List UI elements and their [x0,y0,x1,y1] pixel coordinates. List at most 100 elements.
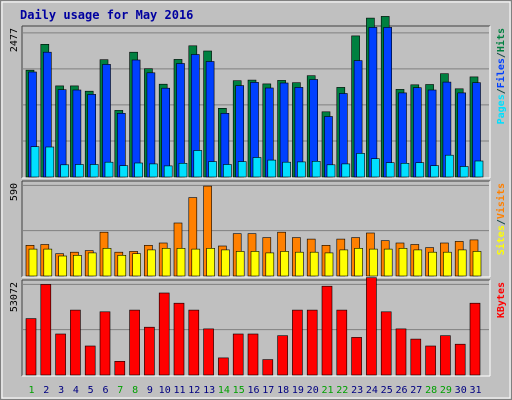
bar-kbytes-day-17 [262,359,274,376]
bar-sites-day-6 [102,248,112,277]
bar-kbytes-day-11 [173,302,185,376]
bar-kbytes-day-10 [158,292,170,376]
bar-kbytes-day-22 [336,309,348,376]
bar-sites-day-1 [28,248,38,277]
legend-entry: Hits [495,28,507,52]
series-sites [28,248,482,277]
bar-kbytes-day-27 [410,338,422,376]
x-tick-label-day-5: 5 [88,385,94,396]
bar-pages-day-8 [134,162,143,178]
bar-pages-day-12 [193,150,203,178]
x-tick-label-day-3: 3 [58,385,64,396]
bar-pages-day-7 [119,165,129,178]
legend: Sites/Visits [495,183,507,255]
bar-pages-day-13 [208,161,217,178]
x-tick-label-day-17: 17 [262,385,274,396]
bar-pages-day-5 [89,164,99,178]
x-tick-label-day-27: 27 [410,385,422,396]
y-axis-max-label: 53072 [9,282,20,312]
bar-sites-day-18 [280,251,289,277]
x-tick-label-day-4: 4 [73,385,79,396]
legend: KBytes [496,282,507,318]
legend-entry: / [496,88,507,94]
bar-kbytes-day-7 [114,360,126,376]
x-tick-label-day-19: 19 [292,385,304,396]
bar-kbytes-day-19 [292,309,303,376]
bar-sites-day-12 [191,248,201,277]
bar-sites-day-30 [457,249,467,277]
bar-kbytes-day-31 [469,302,481,376]
x-tick-label-day-8: 8 [132,385,138,396]
bar-sites-day-29 [443,251,452,277]
x-tick-label-day-30: 30 [455,385,467,396]
bar-sites-day-20 [309,251,319,277]
bar-files-day-3 [57,89,67,178]
panel-kbytes: 53072 KBytes [9,277,507,377]
x-axis-tick-labels: 1 2 3 4 5 6 7 8 9 10 11 12 13 14 15 16 17 18 19 20 21 22 23 24 2… [28,385,481,396]
bar-pages-day-23 [356,153,365,178]
bar-sites-day-11 [176,248,186,277]
bar-pages-day-25 [385,162,395,178]
bar-kbytes-day-16 [247,333,259,376]
bar-pages-day-9 [149,163,158,178]
panel-visits: 590 Sites/Visits [9,180,507,278]
bar-pages-day-6 [104,161,114,178]
x-tick-label-day-13: 13 [203,385,215,396]
bar-files-day-11 [176,63,185,178]
bar-pages-day-24 [371,158,380,178]
bar-pages-day-31 [474,160,484,178]
bar-kbytes-day-20 [306,309,318,376]
bar-pages-day-18 [282,161,291,178]
bar-sites-day-7 [117,255,127,277]
bar-kbytes-day-18 [277,335,288,376]
x-tick-label-day-7: 7 [117,385,123,396]
bar-pages-day-2 [45,146,55,178]
bar-pages-day-4 [75,164,84,178]
bar-files-day-4 [72,89,82,178]
bar-files-day-13 [205,61,215,178]
series-files [28,27,481,178]
bar-sites-day-21 [324,252,334,277]
legend-entry: Pages [496,94,507,124]
bar-kbytes-day-1 [25,318,37,376]
x-tick-label-day-9: 9 [147,385,153,396]
bar-files-day-6 [102,64,111,178]
bar-sites-day-27 [413,249,423,277]
x-tick-label-day-21: 21 [321,385,333,396]
x-tick-label-day-6: 6 [102,385,108,396]
x-tick-label-day-28: 28 [425,385,437,396]
bar-kbytes-day-9 [144,326,155,376]
bar-kbytes-day-21 [321,285,333,376]
x-tick-label-day-1: 1 [28,385,34,396]
bar-pages-day-21 [326,164,336,178]
bar-sites-day-4 [73,255,82,277]
bar-files-day-10 [161,87,170,178]
bar-kbytes-day-5 [84,345,96,376]
legend-entry: KBytes [496,282,507,318]
x-tick-label-day-16: 16 [247,385,259,396]
legend-entry: Visits [495,183,507,219]
y-axis-max-label: 2477 [9,28,20,52]
bar-sites-day-8 [132,253,141,277]
bar-sites-day-5 [87,252,97,277]
bar-pages-day-22 [341,163,351,178]
x-tick-label-day-15: 15 [233,385,245,396]
bar-sites-day-16 [250,251,260,277]
x-tick-label-day-12: 12 [188,385,200,396]
bar-kbytes-day-30 [454,343,466,376]
bar-sites-day-13 [206,248,215,277]
bar-kbytes-day-23 [351,337,362,376]
bar-sites-day-15 [235,251,245,277]
bar-kbytes-day-26 [395,328,407,376]
bar-pages-day-27 [415,162,425,178]
x-tick-label-day-24: 24 [366,385,378,396]
bar-pages-day-26 [400,163,410,178]
bar-pages-day-30 [459,166,469,178]
x-tick-label-day-29: 29 [440,385,452,396]
x-tick-label-day-26: 26 [395,385,407,396]
bar-kbytes-day-12 [188,309,200,376]
x-tick-label-day-23: 23 [351,385,363,396]
x-tick-label-day-2: 2 [43,385,49,396]
